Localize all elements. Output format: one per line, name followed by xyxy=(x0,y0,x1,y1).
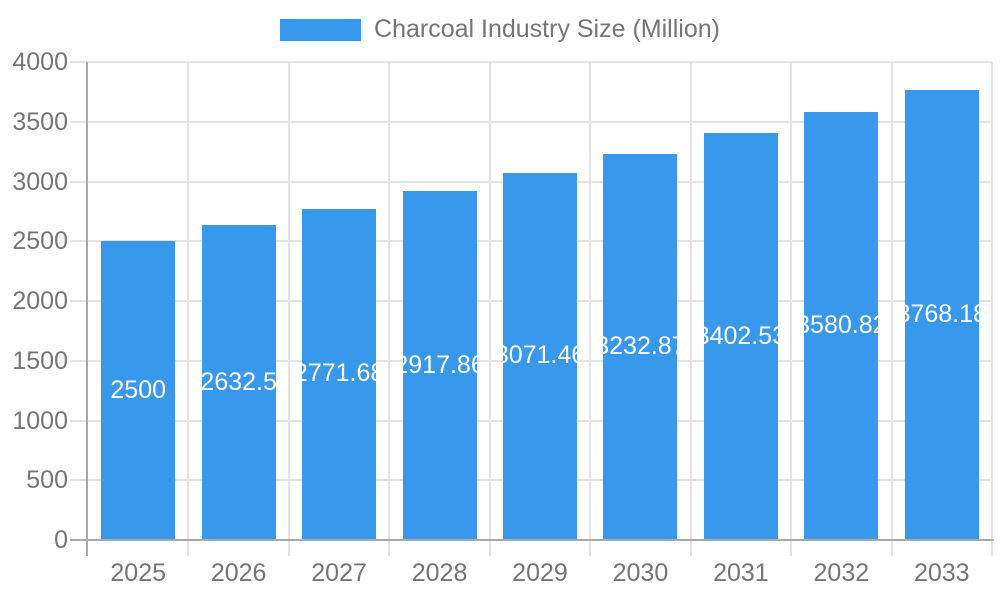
bar-value-label: 2917.86 xyxy=(403,350,477,379)
bar: 2500 xyxy=(101,241,176,539)
y-tick-label: 2500 xyxy=(12,227,68,256)
y-tick xyxy=(70,359,88,362)
y-tick-label: 2000 xyxy=(12,287,68,315)
bar-value-label: 3580.82 xyxy=(804,311,878,340)
x-gridline xyxy=(388,62,391,556)
y-tick-label: 1500 xyxy=(12,346,68,375)
y-tick xyxy=(70,120,88,123)
y-tick xyxy=(70,61,88,63)
bar: 2917.86 xyxy=(402,191,477,539)
legend-swatch-icon xyxy=(280,18,362,41)
x-gridline xyxy=(589,62,592,556)
bar: 2632.5 xyxy=(201,225,276,539)
bar-value-label: 3232.87 xyxy=(603,331,677,360)
x-gridline xyxy=(187,62,190,556)
bar-value-label: 3402.53 xyxy=(704,321,778,350)
y-tick-label: 3500 xyxy=(12,107,68,136)
bar-value-label: 2771.68 xyxy=(302,359,376,388)
y-tick-label: 1000 xyxy=(12,406,68,435)
bar: 3071.46 xyxy=(503,172,577,539)
x-tick-label: 2025 xyxy=(110,559,167,587)
y-tick-label: 4000 xyxy=(12,48,68,76)
x-gridline xyxy=(890,62,893,556)
legend-item[interactable]: Charcoal Industry Size (Million) xyxy=(0,16,1000,43)
x-gridline xyxy=(790,62,793,556)
bar-value-label: 3768.18 xyxy=(905,299,979,328)
y-tick-label: 500 xyxy=(26,466,68,495)
y-gridline xyxy=(88,120,992,123)
legend-label: Charcoal Industry Size (Million) xyxy=(374,15,720,43)
bar: 3232.87 xyxy=(603,153,678,539)
bar: 3768.18 xyxy=(904,89,979,539)
x-gridline xyxy=(287,62,290,556)
x-tick-label: 2029 xyxy=(512,559,568,587)
x-gridline xyxy=(488,62,491,556)
x-gridline xyxy=(689,62,692,556)
bar-value-label: 2632.5 xyxy=(201,367,276,396)
x-tick-label: 2031 xyxy=(713,559,769,587)
x-axis-line xyxy=(70,539,994,541)
x-tick-label: 2030 xyxy=(612,559,669,587)
bar-value-label: 3071.46 xyxy=(503,341,577,370)
y-tick xyxy=(70,479,88,482)
bar: 3580.82 xyxy=(804,112,879,539)
x-tick-label: 2028 xyxy=(411,559,468,587)
bar: 3402.53 xyxy=(703,133,778,539)
bar-value-label: 2500 xyxy=(110,375,167,404)
x-gridline xyxy=(991,62,993,556)
y-tick xyxy=(70,180,88,183)
y-tick-label: 0 xyxy=(54,526,68,554)
y-tick xyxy=(70,240,88,243)
x-tick-label: 2026 xyxy=(210,559,267,587)
y-tick xyxy=(70,419,88,422)
x-tick-label: 2033 xyxy=(913,559,970,587)
bar: 2771.68 xyxy=(302,208,377,539)
y-tick-label: 3000 xyxy=(12,167,68,196)
x-tick-label: 2027 xyxy=(311,559,367,587)
x-tick-label: 2032 xyxy=(813,559,870,587)
y-tick xyxy=(70,300,88,302)
y-gridline xyxy=(88,61,992,63)
y-axis-line xyxy=(86,62,88,556)
